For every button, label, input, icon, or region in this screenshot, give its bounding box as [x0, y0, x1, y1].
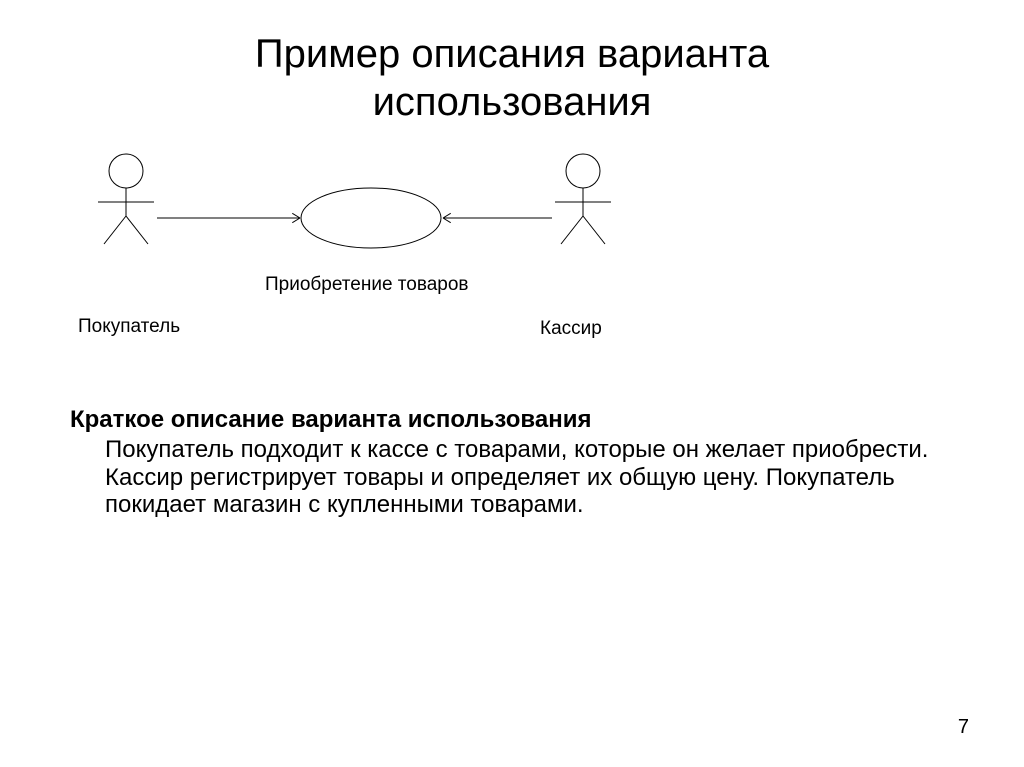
body-text: Покупатель подходит к кассе с товарами, …	[105, 436, 934, 519]
actor-right-label: Кассир	[540, 318, 602, 340]
subtitle: Краткое описание варианта использования	[70, 406, 1024, 434]
page-number: 7	[958, 716, 969, 739]
actor-left-label: Покупатель	[78, 316, 180, 338]
usecase-label: Приобретение товаров	[265, 274, 469, 296]
title-line-2: использования	[373, 80, 652, 124]
usecase-diagram: Покупатель Кассир Приобретение товаров	[0, 136, 1024, 366]
title-line-1: Пример описания варианта	[255, 32, 769, 76]
slide-title: Пример описания варианта использования	[0, 0, 1024, 126]
